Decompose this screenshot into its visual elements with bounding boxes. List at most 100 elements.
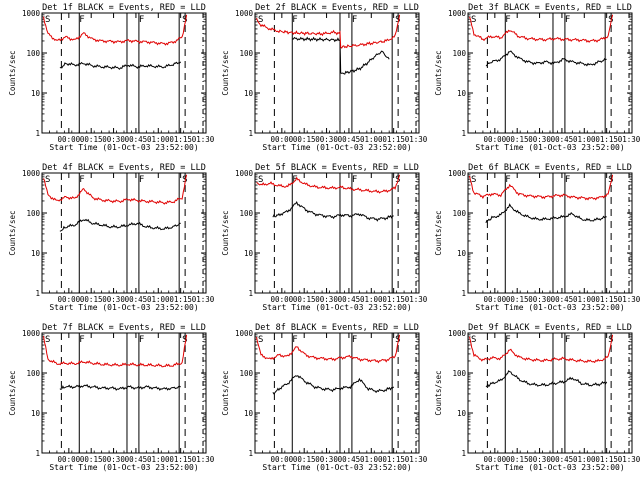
lld-series-line <box>469 174 614 201</box>
x-axis-label: Start Time (01-Oct-03 23:52:00) <box>49 463 198 472</box>
y-tick-label: 10 <box>244 89 254 98</box>
x-axis-label: Start Time (01-Oct-03 23:52:00) <box>475 463 624 472</box>
panel-title: Det 5f BLACK = Events, RED = LLD <box>255 163 419 173</box>
x-tick-label: 01:30 <box>618 135 640 144</box>
marker-label: F <box>505 175 510 185</box>
detector-panel-4: Det 4f BLACK = Events, RED = LLD 1 10 100 10… <box>8 163 215 312</box>
x-tick-label: 01:30 <box>618 295 640 304</box>
x-tick-label: 01:15 <box>595 295 618 304</box>
events-series-line <box>292 36 390 75</box>
x-axis-label: Start Time (01-Oct-03 23:52:00) <box>262 303 411 312</box>
marker-label: S <box>182 15 187 25</box>
y-tick-label: 1000 <box>448 9 467 18</box>
panel-title: Det 3f BLACK = Events, RED = LLD <box>468 3 632 13</box>
marker-label: F <box>139 335 144 345</box>
detector-panel-2: Det 2f BLACK = Events, RED = LLD 1 10 100 10… <box>221 3 428 152</box>
x-tick-label: 01:30 <box>618 455 640 464</box>
y-axis-label: Counts/sec <box>8 50 17 95</box>
x-tick-label: 01:30 <box>192 295 215 304</box>
y-tick-label: 100 <box>452 49 466 58</box>
x-tick-label: 01:00 <box>573 135 596 144</box>
x-tick-label: 00:30 <box>315 455 338 464</box>
x-tick-label: 00:15 <box>80 135 103 144</box>
marker-label: S <box>395 15 400 25</box>
x-tick-label: 00:00 <box>58 135 81 144</box>
marker-label: F <box>352 15 357 25</box>
y-tick-label: 100 <box>239 209 253 218</box>
y-tick-label: 1000 <box>22 169 41 178</box>
y-axis-label: Counts/sec <box>8 210 17 255</box>
y-axis-label: Counts/sec <box>221 50 230 95</box>
events-series-line <box>59 218 181 232</box>
y-tick-label: 100 <box>26 369 40 378</box>
y-tick-label: 10 <box>457 89 467 98</box>
x-tick-label: 01:15 <box>595 455 618 464</box>
events-series-line <box>485 203 607 223</box>
events-series-line <box>485 50 607 67</box>
x-tick-label: 00:45 <box>338 295 361 304</box>
plot-frame <box>467 12 633 134</box>
x-tick-label: 00:30 <box>102 455 125 464</box>
y-tick-label: 100 <box>239 369 253 378</box>
y-tick-label: 1 <box>248 129 253 138</box>
x-tick-label: 00:00 <box>271 135 294 144</box>
x-tick-label: 00:30 <box>102 135 125 144</box>
events-series-line <box>272 375 395 395</box>
x-tick-label: 00:00 <box>271 455 294 464</box>
x-tick-label: 00:45 <box>125 135 148 144</box>
marker-label: S <box>45 335 50 345</box>
detector-panel-5: Det 5f BLACK = Events, RED = LLD 1 10 100 10… <box>221 163 428 312</box>
events-series-line <box>59 61 182 70</box>
y-tick-label: 10 <box>244 409 254 418</box>
marker-label: F <box>292 15 297 25</box>
x-tick-label: 01:00 <box>573 295 596 304</box>
marker-label: S <box>258 335 263 345</box>
plot-frame <box>467 332 633 454</box>
marker-label: F <box>79 175 84 185</box>
y-tick-label: 1 <box>35 449 40 458</box>
marker-label: S <box>608 175 613 185</box>
x-tick-label: 00:15 <box>293 135 316 144</box>
y-tick-label: 1000 <box>22 329 41 338</box>
y-tick-label: 1 <box>461 129 466 138</box>
lld-series-line <box>256 174 401 194</box>
marker-label: S <box>395 335 400 345</box>
y-tick-label: 1000 <box>448 329 467 338</box>
x-tick-label: 01:00 <box>147 295 170 304</box>
x-tick-label: 01:30 <box>405 295 428 304</box>
marker-label: S <box>45 15 50 25</box>
events-series-line <box>485 370 608 388</box>
x-axis-label: Start Time (01-Oct-03 23:52:00) <box>49 303 198 312</box>
x-tick-label: 00:00 <box>58 295 81 304</box>
x-tick-label: 01:15 <box>169 135 192 144</box>
x-tick-label: 00:30 <box>528 135 551 144</box>
x-axis-label: Start Time (01-Oct-03 23:52:00) <box>475 303 624 312</box>
panel-title: Det 2f BLACK = Events, RED = LLD <box>255 3 419 13</box>
marker-label: S <box>471 335 476 345</box>
x-tick-label: 00:15 <box>80 455 103 464</box>
marker-label: S <box>608 335 613 345</box>
marker-label: F <box>79 15 84 25</box>
panel-title: Det 4f BLACK = Events, RED = LLD <box>42 163 206 173</box>
detector-panel-3: Det 3f BLACK = Events, RED = LLD 1 10 100 10… <box>434 3 640 152</box>
x-tick-label: 00:45 <box>338 135 361 144</box>
panel-title: Det 1f BLACK = Events, RED = LLD <box>42 3 206 13</box>
marker-label: F <box>352 175 357 185</box>
x-tick-label: 01:30 <box>192 135 215 144</box>
marker-label: S <box>258 15 263 25</box>
y-tick-label: 10 <box>457 249 467 258</box>
x-tick-label: 00:30 <box>315 295 338 304</box>
y-axis-label: Counts/sec <box>434 210 443 255</box>
x-tick-label: 01:15 <box>595 135 618 144</box>
detector-panel-8: Det 8f BLACK = Events, RED = LLD 1 10 100 10… <box>221 323 428 472</box>
detector-panel-7: Det 7f BLACK = Events, RED = LLD 1 10 100 10… <box>8 323 215 472</box>
marker-label: S <box>182 175 187 185</box>
x-tick-label: 00:15 <box>506 455 529 464</box>
y-tick-label: 1 <box>248 449 253 458</box>
x-tick-label: 00:00 <box>484 295 507 304</box>
marker-label: S <box>471 175 476 185</box>
plot-frame <box>254 172 420 294</box>
marker-label: F <box>292 335 297 345</box>
x-tick-label: 01:00 <box>147 455 170 464</box>
marker-label: F <box>505 15 510 25</box>
